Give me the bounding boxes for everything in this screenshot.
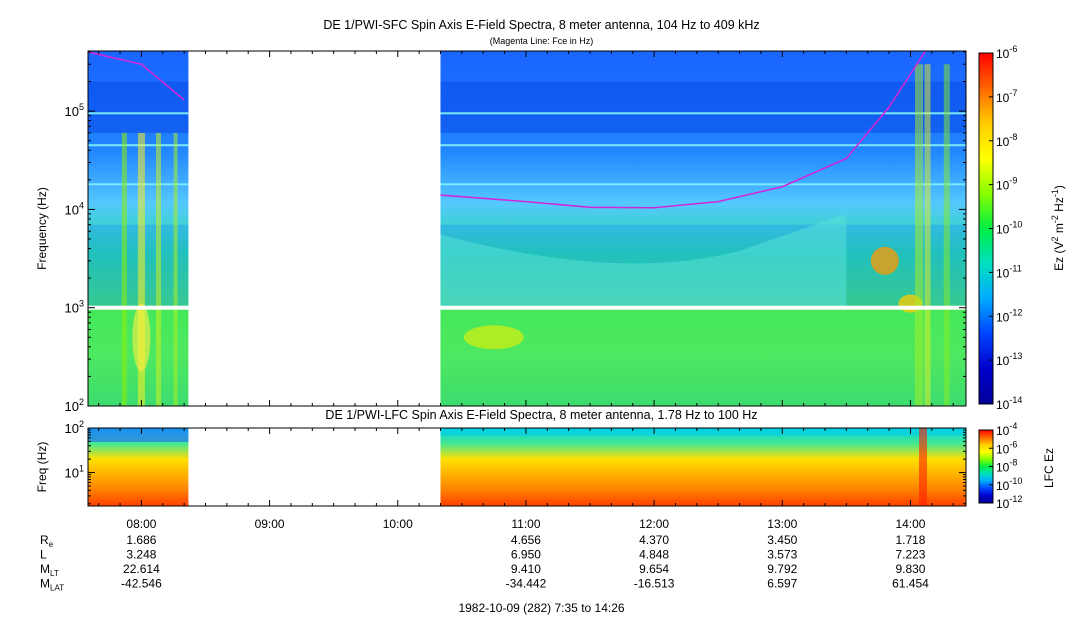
lfc-colorbar-tick-2: 10-8 — [996, 458, 1017, 475]
sfc-colorbar-tick-5: 10-11 — [996, 263, 1022, 280]
ephemeris-value-1-4: 4.848 — [639, 548, 669, 562]
x-tick-label-2: 10:00 — [383, 517, 413, 531]
sfc-colorbar-tick-1: 10-7 — [996, 88, 1017, 105]
ephemeris-value-0-6: 1.718 — [895, 533, 925, 547]
sfc-colorbar-tick-2: 10-8 — [996, 132, 1017, 149]
lfc-colorbar-tick-0: 10-4 — [996, 421, 1017, 438]
sfc-chart-title: DE 1/PWI-SFC Spin Axis E-Field Spectra, … — [323, 18, 760, 32]
fce-line-segment-0 — [87, 51, 185, 101]
sfc-colorbar-tick-6: 10-12 — [996, 307, 1022, 324]
ephemeris-value-3-0: -42.546 — [121, 577, 162, 591]
lfc-chart-title: DE 1/PWI-LFC Spin Axis E-Field Spectra, … — [325, 408, 758, 422]
x-tick-label-6: 14:00 — [895, 517, 925, 531]
fce-line-segment-1 — [440, 50, 927, 209]
ephemeris-value-2-5: 9.792 — [767, 562, 797, 576]
lfc-plot-frame — [87, 427, 967, 507]
x-tick-label-3: 11:00 — [511, 517, 540, 531]
lfc-colorbar-tick-1: 10-6 — [996, 439, 1017, 456]
lfc-spectrogram-plot — [87, 427, 967, 507]
ephemeris-value-3-3: -34.442 — [506, 577, 547, 591]
x-tick-label-0: 08:00 — [126, 517, 156, 531]
sfc-colorbar-tick-8: 10-14 — [996, 395, 1022, 412]
sfc-y-tick-label-2: 104 — [65, 200, 84, 217]
ephemeris-row-label-2: MLT — [40, 562, 59, 578]
ephemeris-value-1-0: 3.248 — [126, 548, 156, 562]
sfc-y-axis: 102 103 104 105 Frequency (Hz) — [35, 51, 966, 414]
sfc-colorbar: 10-6 10-7 10-8 10-9 10-10 10-11 10-12 10-13 10-1… — [978, 44, 1066, 412]
ephemeris-value-2-0: 22.614 — [123, 562, 160, 576]
ephemeris-row-label-3: MLAT — [40, 577, 64, 593]
sfc-plot-frame — [87, 50, 967, 407]
sfc-colorbar-tick-0: 10-6 — [996, 44, 1017, 61]
x-tick-label-1: 09:00 — [255, 517, 285, 531]
sfc-spectrogram-plot — [87, 50, 967, 407]
lfc-y-tick-label-1: 102 — [65, 419, 84, 436]
ephemeris-value-2-6: 9.830 — [895, 562, 925, 576]
sfc-colorbar-tick-7: 10-13 — [996, 351, 1022, 368]
ephemeris-value-1-3: 6.950 — [511, 548, 541, 562]
ephemeris-value-2-4: 9.654 — [639, 562, 669, 576]
ephemeris-value-1-5: 3.573 — [767, 548, 797, 562]
ephemeris-row-label-1: L — [40, 548, 47, 562]
sfc-chart-subtitle: (Magenta Line: Fce in Hz) — [489, 36, 594, 46]
ephemeris-row-label-0: Re — [40, 533, 54, 549]
sfc-y-axis-label: Frequency (Hz) — [35, 187, 49, 270]
sfc-y-tick-label-1: 103 — [65, 299, 84, 316]
ephemeris-table: Re 1.686 4.656 4.370 3.450 1.718 L 3.248 6.950 4.… — [40, 533, 929, 593]
lfc-colorbar-tick-3: 10-10 — [996, 476, 1022, 493]
lfc-y-axis: 101 102 Freq (Hz) — [35, 419, 966, 505]
lfc-colorbar-tick-4: 10-12 — [996, 494, 1022, 511]
ephemeris-value-3-6: 61.454 — [892, 577, 929, 591]
ephemeris-value-0-5: 3.450 — [767, 533, 797, 547]
sfc-colorbar-tick-3: 10-9 — [996, 176, 1017, 193]
ephemeris-value-3-4: -16.513 — [634, 577, 675, 591]
ephemeris-value-2-3: 9.410 — [511, 562, 541, 576]
x-tick-label-4: 12:00 — [639, 517, 669, 531]
ephemeris-value-0-4: 4.370 — [639, 533, 669, 547]
ephemeris-value-3-5: 6.597 — [767, 577, 797, 591]
ephemeris-value-0-3: 4.656 — [511, 533, 541, 547]
ephemeris-value-1-6: 7.223 — [895, 548, 925, 562]
lfc-colorbar-label: LFC Ez — [1042, 448, 1056, 488]
spectrogram-figure: 102 103 104 105 Frequency (Hz) 101 102 Freq (Hz… — [35, 44, 1066, 593]
sfc-colorbar-label: Ez (V2 m-2 Hz-1) — [1050, 185, 1066, 271]
sfc-colorbar-tick-4: 10-10 — [996, 220, 1022, 237]
lfc-y-axis-label: Freq (Hz) — [35, 442, 49, 493]
sfc-y-tick-label-3: 105 — [65, 102, 84, 119]
ephemeris-value-0-0: 1.686 — [126, 533, 156, 547]
sfc-y-tick-label-0: 102 — [65, 397, 84, 414]
x-axis: 08:00 09:00 10:00 11:00 12:00 13:00 14:00 — [98, 51, 954, 531]
date-range-label: 1982-10-09 (282) 7:35 to 14:26 — [458, 601, 625, 615]
lfc-y-tick-label-0: 101 — [65, 464, 84, 481]
x-tick-label-5: 13:00 — [767, 517, 797, 531]
